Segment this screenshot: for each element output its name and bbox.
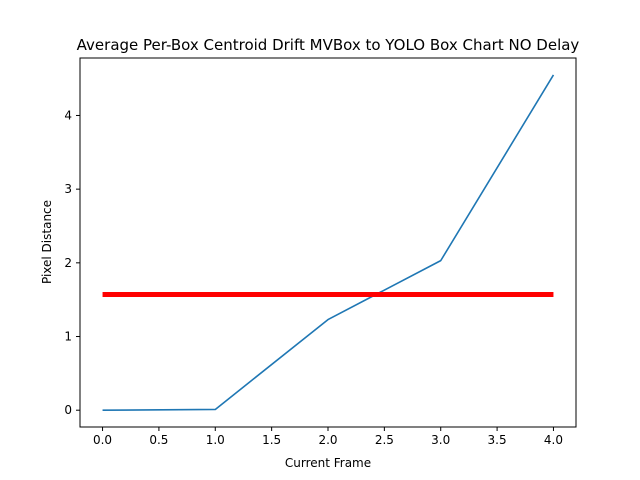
x-tick-label: 3.0 [431,433,450,447]
y-tick-label: 4 [64,108,72,122]
y-tick-label: 0 [64,403,72,417]
chart-title: Average Per-Box Centroid Drift MVBox to … [77,36,580,54]
series-layer [102,74,555,411]
x-tick-label: 4.0 [544,433,563,447]
x-axis-label: Current Frame [285,456,371,470]
y-tick-label: 3 [64,182,72,196]
y-axis-label: Pixel Distance [40,200,54,284]
x-tick-label: 0.0 [93,433,112,447]
y-tick-label: 1 [64,330,72,344]
x-tick-label: 3.5 [488,433,507,447]
y-axis: 0 1 2 3 4 [64,108,80,417]
x-tick-label: 1.0 [206,433,225,447]
x-tick-label: 2.0 [318,433,337,447]
x-tick-label: 0.5 [149,433,168,447]
x-tick-label: 2.5 [375,433,394,447]
series-line-0 [102,74,555,411]
x-axis: 0.0 0.5 1.0 1.5 2.0 2.5 3.0 3.5 4.0 [93,427,563,447]
y-tick-label: 2 [64,256,72,270]
x-tick-label: 1.5 [262,433,281,447]
